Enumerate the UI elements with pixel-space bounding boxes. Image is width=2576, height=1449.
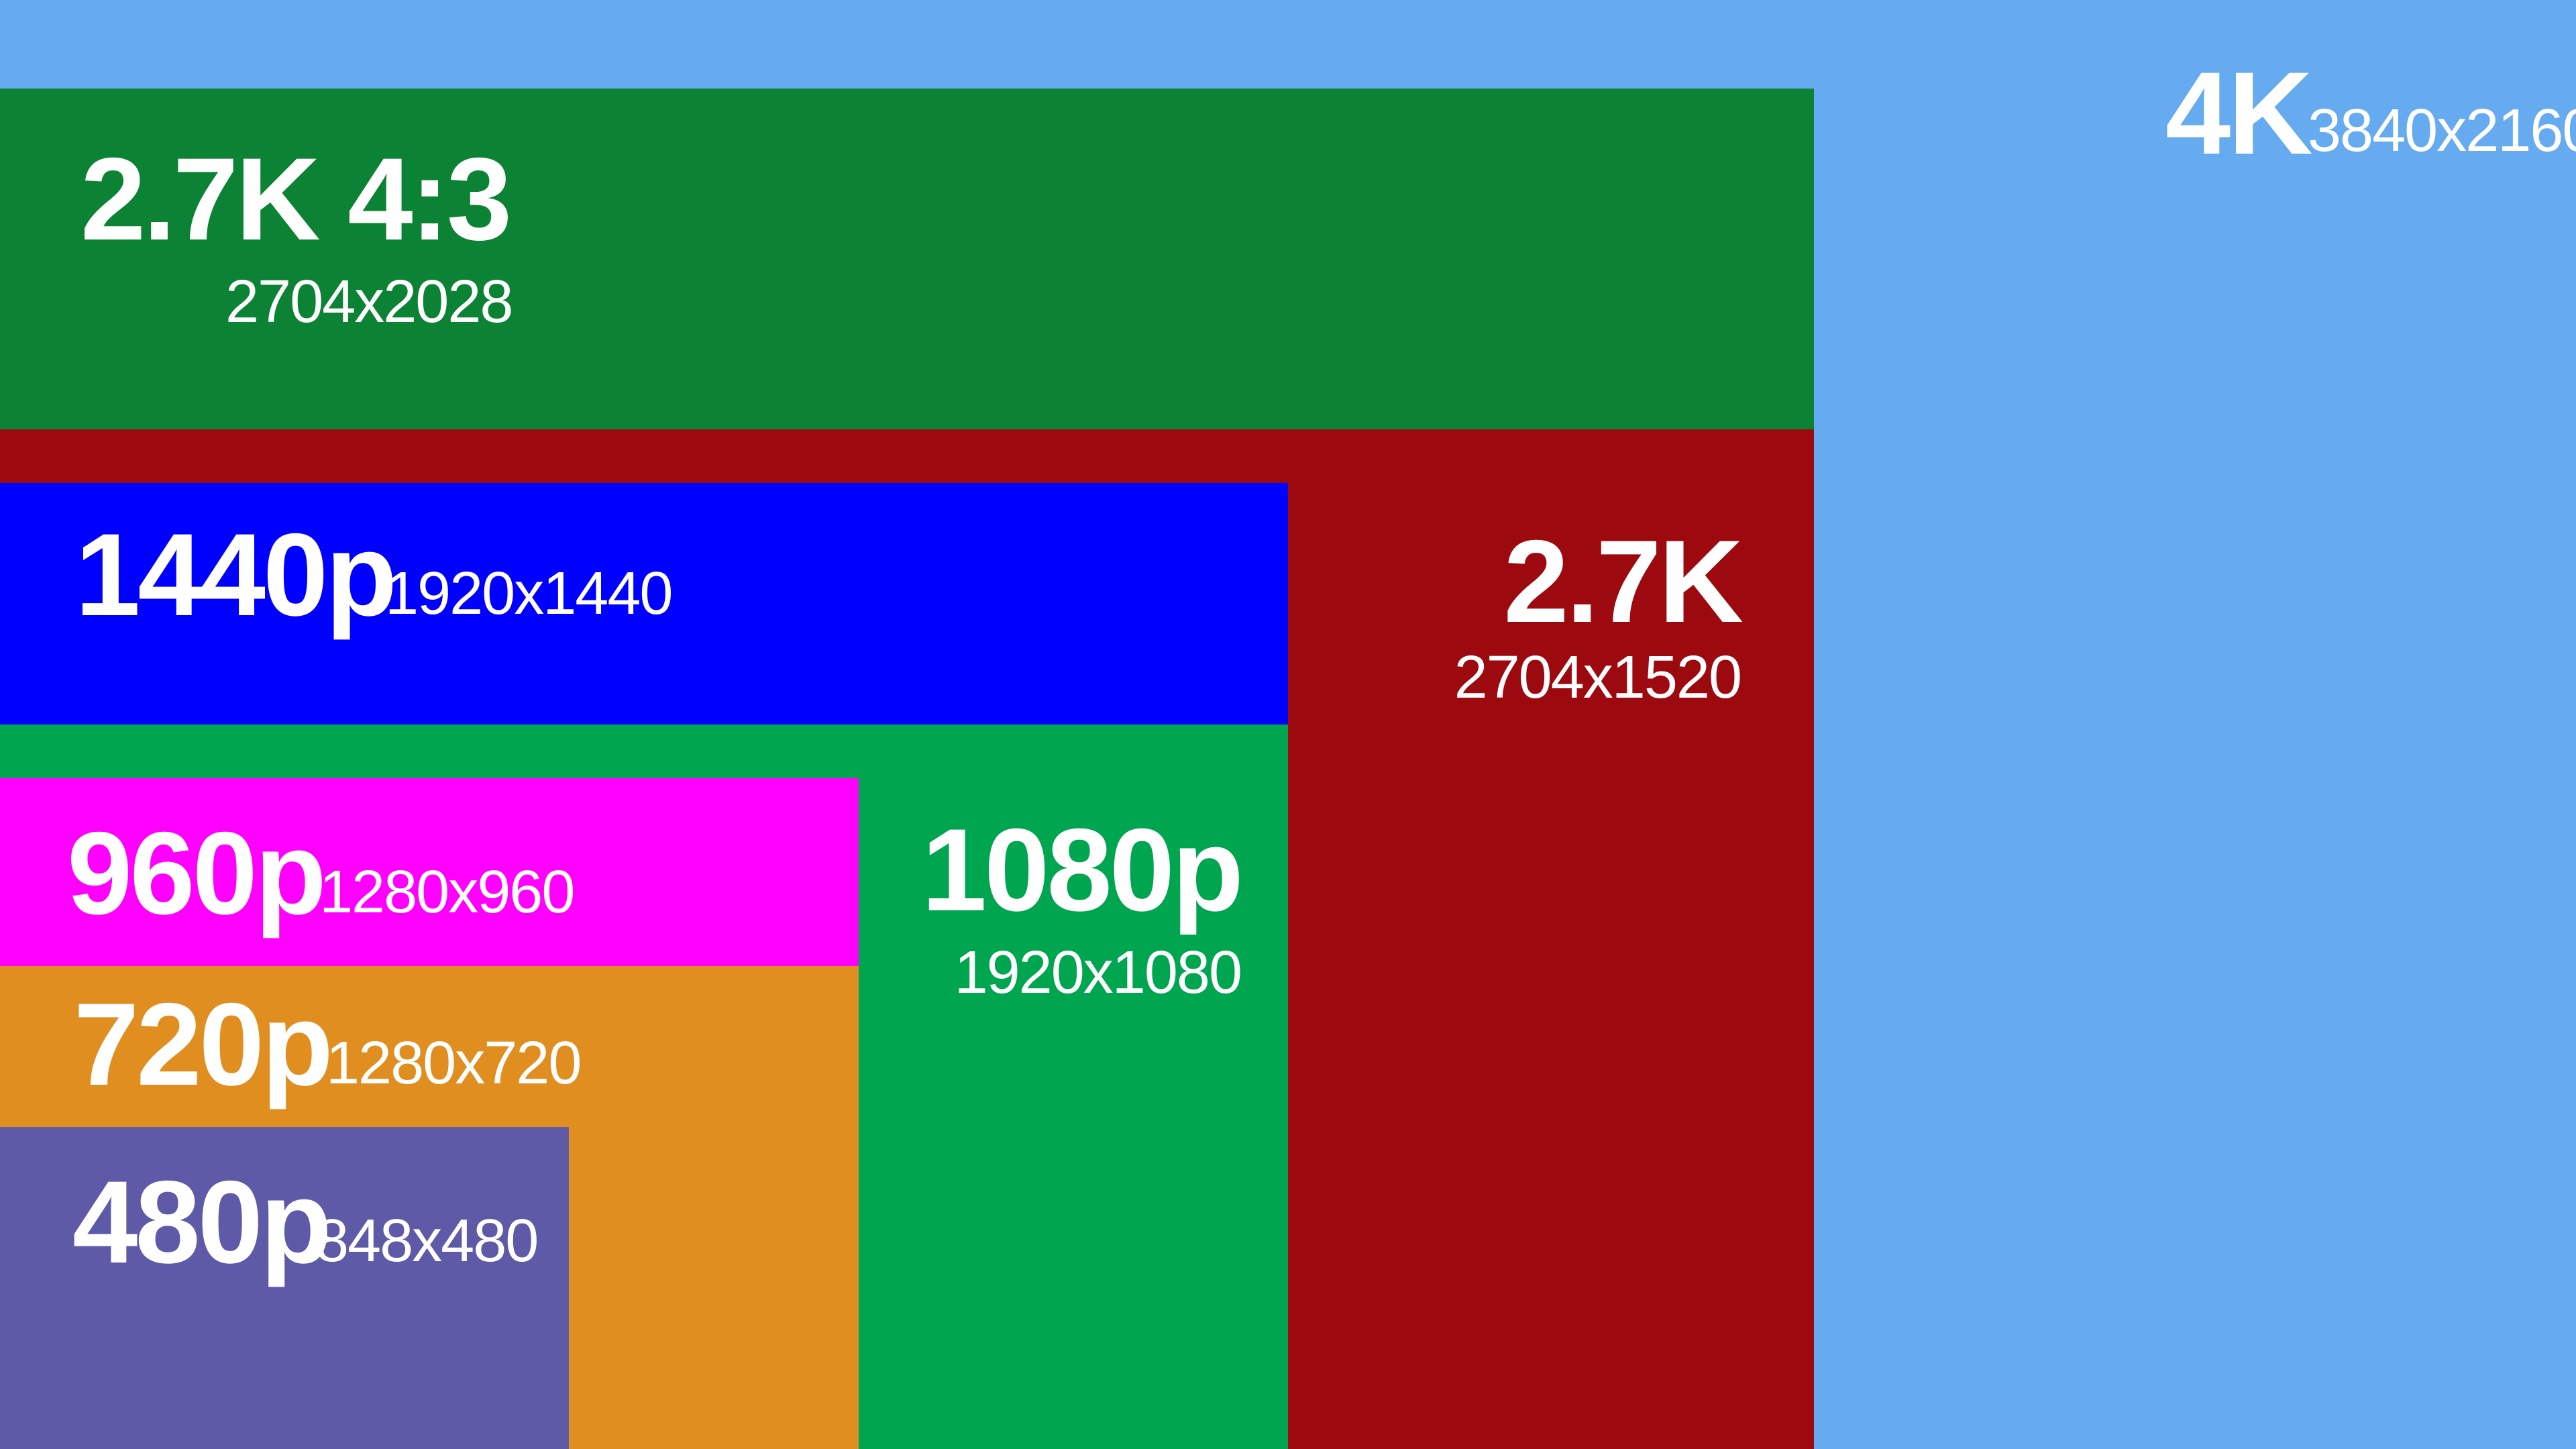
label-2-7k-4-3-name: 2.7K 4:3 [80, 134, 512, 265]
label-960p-size: 1280x960 [319, 859, 575, 926]
label-1440p-name: 1440p [75, 510, 397, 641]
label-4k-size: 3840x2160 [2308, 97, 2576, 164]
label-1080p-size: 1920x1080 [954, 939, 1242, 1006]
label-720p-size: 1280x720 [326, 1030, 582, 1097]
resolution-box-480p [0, 1127, 569, 1449]
label-480p-size: 848x480 [315, 1208, 539, 1275]
label-2-7k-4-3-size: 2704x2028 [225, 268, 513, 335]
label-1440p-size: 1920x1440 [385, 560, 673, 627]
label-960p-name: 960p [67, 808, 327, 939]
label-4k-name: 4K [2165, 48, 2313, 179]
label-2-7k-name: 2.7K [1503, 517, 1743, 647]
label-2-7k-size: 2704x1520 [1454, 644, 1742, 711]
label-1080p-name: 1080p [921, 805, 1244, 936]
label-480p-name: 480p [72, 1157, 332, 1288]
label-720p-name: 720p [74, 979, 333, 1110]
